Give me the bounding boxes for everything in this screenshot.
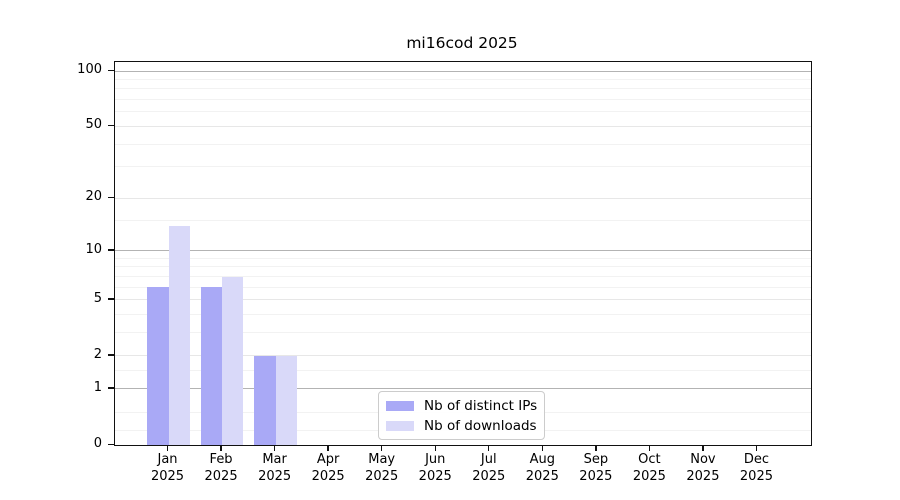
y-tick-mark-2 (108, 354, 114, 356)
y-tick-label-20: 20 (85, 189, 102, 205)
x-tick-mark-nov (702, 446, 704, 451)
x-tick-label-aug: Aug 2025 (525, 452, 559, 484)
legend-swatch-downloads (386, 420, 414, 431)
y-gridline-6 (115, 286, 811, 288)
bar-feb-distinct-ips (200, 287, 223, 445)
y-gridline-50 (115, 125, 811, 127)
x-tick-label-may: May 2025 (365, 452, 399, 484)
x-tick-mark-dec (755, 446, 758, 451)
x-tick-label-jun: Jun 2025 (418, 452, 452, 484)
y-tick-label-0: 0 (93, 436, 102, 451)
x-tick-label-nov: Nov 2025 (686, 452, 720, 484)
legend-item-distinct-ips: Nb of distinct IPs (386, 397, 538, 414)
x-tick-mark-mar (273, 446, 276, 451)
y-gridline-80 (115, 88, 811, 90)
bar-feb-downloads (222, 276, 244, 445)
legend-label-downloads: Nb of downloads (424, 417, 537, 434)
x-tick-label-jul: Jul 2025 (472, 452, 506, 484)
bar-mar-downloads (275, 355, 298, 445)
x-tick-mark-may (380, 446, 383, 451)
x-tick-mark-jun (434, 446, 436, 451)
y-tick-label-2: 2 (93, 346, 102, 362)
y-gridline-10 (115, 250, 811, 252)
y-tick-label-100: 100 (77, 62, 102, 78)
y-gridline-100 (115, 70, 811, 72)
y-tick-mark-0 (108, 443, 114, 445)
y-tick-mark-5 (108, 298, 114, 300)
y-tick-label-50: 50 (85, 117, 102, 133)
y-gridline-1.5 (115, 370, 811, 372)
x-tick-label-dec: Dec 2025 (739, 452, 773, 484)
legend-swatch-distinct-ips (386, 400, 414, 411)
chart-title: mi16cod 2025 (406, 34, 518, 52)
x-tick-label-apr: Apr 2025 (311, 452, 345, 484)
legend-item-downloads: Nb of downloads (386, 417, 537, 434)
y-tick-mark-1 (108, 387, 114, 389)
x-tick-label-feb: Feb 2025 (204, 452, 238, 484)
x-tick-label-sep: Sep 2025 (579, 452, 613, 484)
y-gridline-90 (115, 79, 811, 81)
y-gridline-60 (115, 111, 811, 113)
x-tick-mark-feb (220, 446, 222, 451)
y-tick-mark-50 (108, 124, 114, 127)
x-tick-mark-oct (648, 446, 651, 451)
y-gridline-9 (115, 257, 811, 259)
legend: Nb of distinct IPs Nb of downloads (378, 391, 545, 440)
x-tick-mark-jan (166, 446, 169, 451)
y-gridline-1 (115, 388, 811, 390)
x-tick-mark-apr (327, 446, 329, 451)
y-tick-mark-100 (108, 69, 114, 71)
x-tick-mark-sep (595, 446, 597, 451)
y-tick-mark-10 (108, 249, 114, 251)
y-gridline-40 (115, 143, 811, 145)
y-gridline-8 (115, 266, 811, 268)
y-gridline-7 (115, 276, 811, 278)
y-gridline-2 (115, 355, 811, 357)
y-gridline-20 (115, 197, 811, 199)
y-gridline-4 (115, 314, 811, 316)
legend-label-distinct-ips: Nb of distinct IPs (424, 397, 538, 414)
y-gridline-30 (115, 166, 811, 168)
y-gridline-70 (115, 99, 811, 101)
bar-mar-distinct-ips (254, 355, 276, 445)
x-tick-mark-aug (541, 446, 543, 451)
y-gridline-5 (115, 299, 811, 301)
bar-jan-downloads (168, 225, 190, 445)
x-tick-label-jan: Jan 2025 (150, 452, 185, 484)
y-tick-mark-20 (108, 196, 114, 199)
y-tick-label-5: 5 (93, 290, 102, 306)
bar-jan-distinct-ips (147, 287, 169, 445)
y-gridline-3 (115, 332, 811, 334)
y-gridline-15 (115, 219, 811, 221)
y-tick-label-1: 1 (93, 379, 102, 395)
y-tick-label-10: 10 (85, 241, 102, 257)
x-tick-label-oct: Oct 2025 (632, 452, 666, 484)
plot-area (114, 61, 812, 446)
x-tick-mark-jul (488, 446, 490, 451)
x-tick-label-mar: Mar 2025 (258, 452, 292, 484)
